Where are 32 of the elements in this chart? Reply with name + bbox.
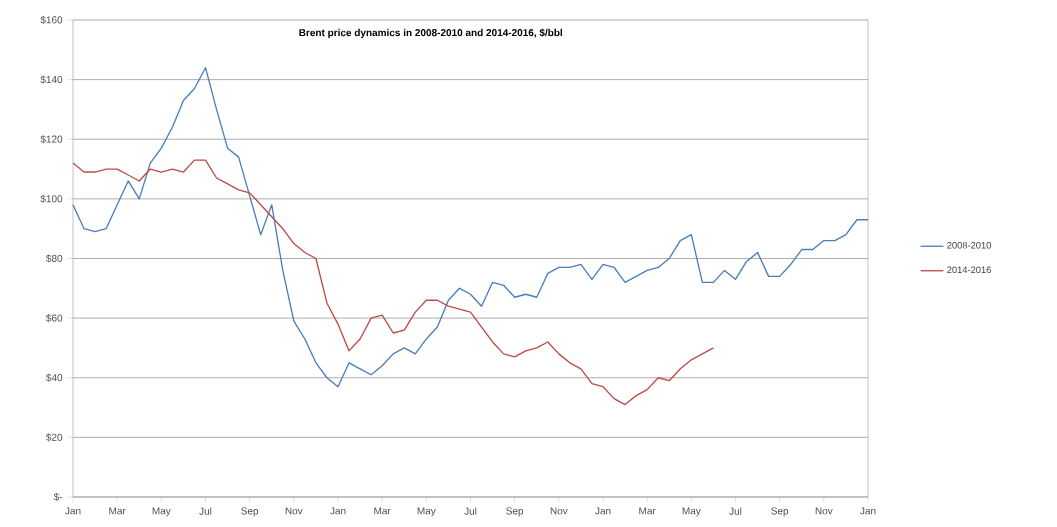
x-tick-label: Mar	[109, 507, 126, 515]
legend-label: 2014-2016	[947, 266, 991, 274]
y-tick-label: $40	[46, 373, 63, 382]
x-tick-label: Jul	[199, 507, 212, 515]
x-tick-label: Nov	[550, 507, 568, 515]
y-tick-label: $100	[40, 194, 63, 203]
x-tick-label: Jul	[464, 507, 477, 515]
y-tick-label: $80	[46, 254, 63, 263]
x-tick-label: Mar	[374, 507, 391, 515]
line-series	[72, 67, 869, 388]
x-tick-label: Sep	[771, 507, 789, 517]
x-tick-label: Jan	[595, 507, 611, 515]
x-tick-label: May	[417, 507, 436, 517]
x-tick-label: Jan	[860, 507, 876, 515]
x-tick-label: Mar	[639, 507, 656, 515]
y-tick-label: $140	[40, 75, 63, 84]
x-tick-label: Jan	[65, 507, 81, 515]
x-tick-label: Nov	[815, 507, 833, 515]
x-tick-label: Jan	[330, 507, 346, 515]
x-tick-label: Jul	[729, 507, 742, 515]
text: Brent price dynamics in 2008-2010 and 2014-2016, $/bbl	[299, 28, 563, 39]
x-tick-label: May	[682, 507, 701, 517]
y-tick-label: $120	[40, 135, 63, 144]
y-tick-label: $60	[46, 314, 63, 323]
y-tick-label: $160	[40, 15, 63, 25]
y-tick-label: $-	[53, 492, 63, 502]
x-tick-label: Sep	[506, 507, 524, 517]
x-tick-label: May	[152, 507, 171, 517]
x-tick-label: Nov	[285, 507, 303, 515]
y-tick-label: $20	[46, 433, 63, 442]
legend-label: 2008-2010	[947, 241, 991, 249]
x-tick-label: Sep	[241, 507, 259, 517]
